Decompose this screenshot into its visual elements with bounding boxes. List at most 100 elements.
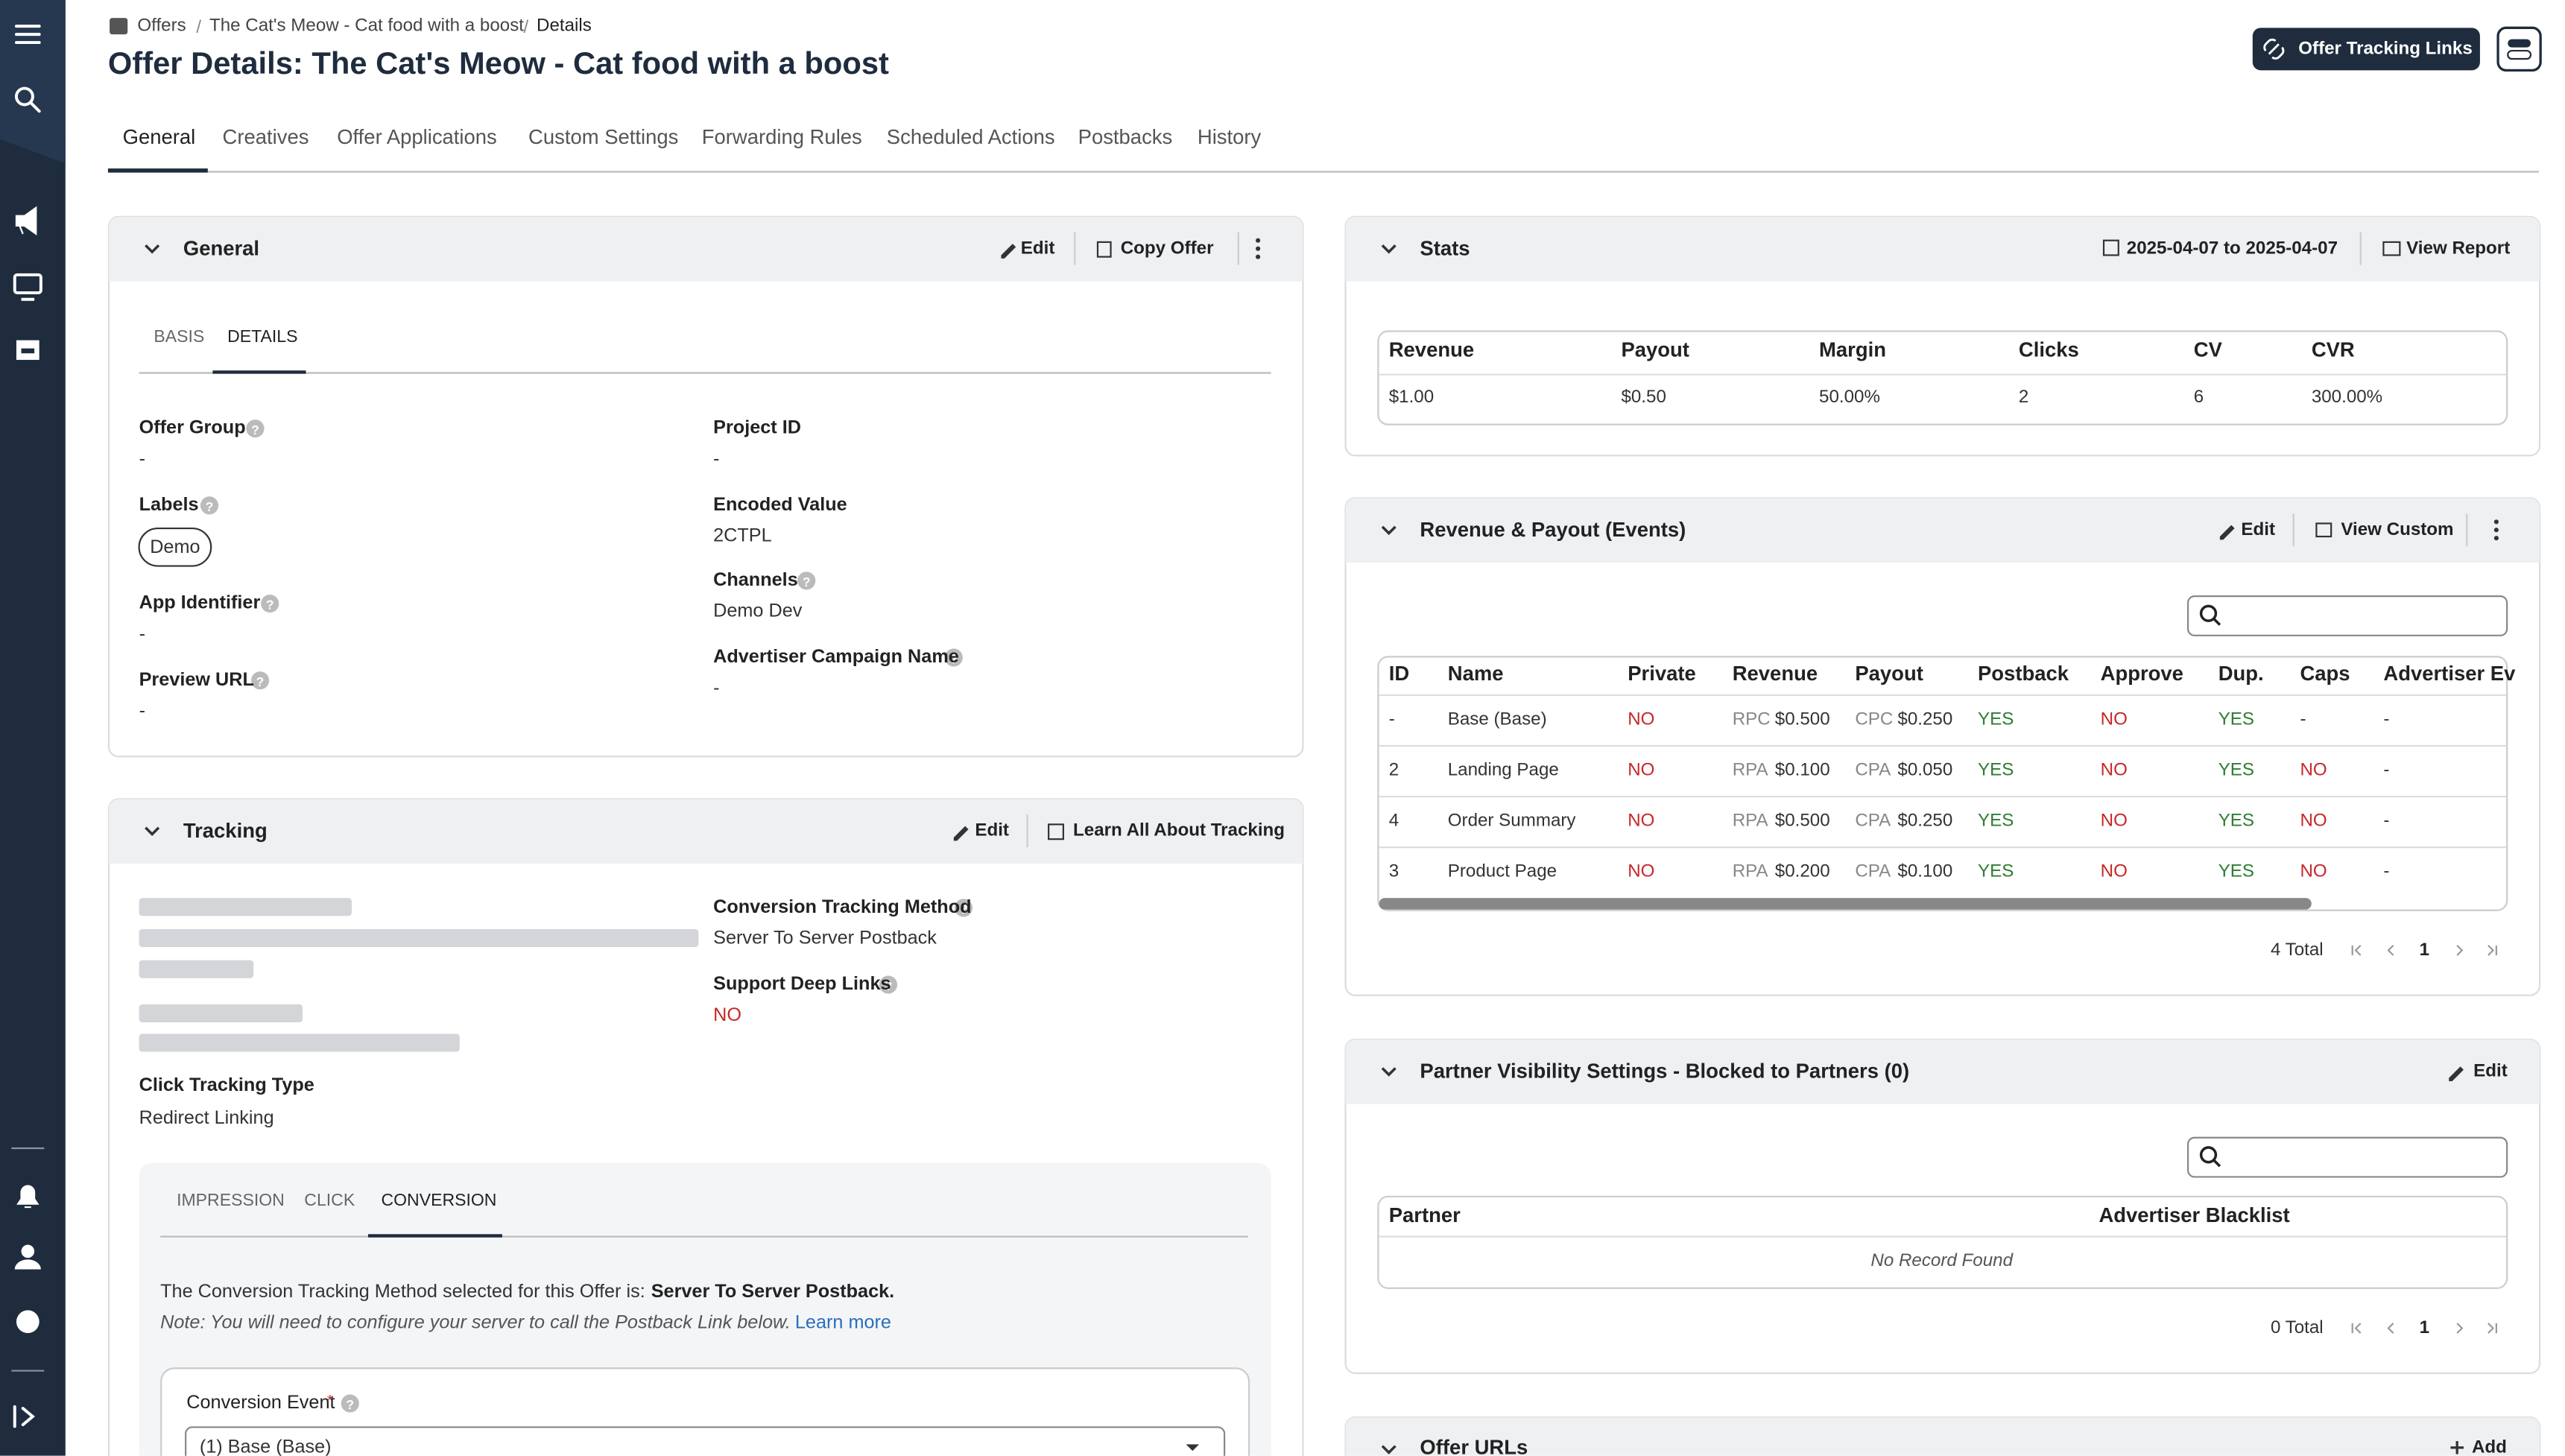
expand-icon[interactable] bbox=[13, 1405, 35, 1428]
pager-button[interactable] bbox=[2487, 945, 2497, 956]
collapse-chevron[interactable] bbox=[145, 826, 160, 837]
search-input[interactable] bbox=[2186, 595, 2508, 636]
copy-offer-button[interactable]: Copy Offer bbox=[1120, 238, 1214, 259]
more-icon[interactable] bbox=[1256, 246, 1261, 251]
nav-tab[interactable]: Custom Settings bbox=[528, 126, 679, 149]
collapse-chevron[interactable] bbox=[1381, 1445, 1397, 1455]
tracking-links-button[interactable] bbox=[2252, 28, 2480, 71]
conversion-select[interactable] bbox=[185, 1426, 1226, 1456]
required-mark: * bbox=[327, 1392, 333, 1409]
pager-button[interactable] bbox=[2387, 945, 2394, 956]
subtab[interactable]: IMPRESSION bbox=[177, 1191, 285, 1211]
field-label: Advertiser Campaign Name bbox=[713, 648, 959, 668]
help-icon[interactable] bbox=[797, 572, 816, 590]
menu-icon[interactable] bbox=[14, 25, 41, 45]
table-cell: NO bbox=[1628, 709, 1655, 730]
help-icon[interactable] bbox=[944, 648, 963, 667]
edit-icon bbox=[1001, 244, 1016, 259]
help-glyph: ? bbox=[949, 651, 958, 666]
current-page[interactable]: 1 bbox=[2419, 1318, 2430, 1338]
table-cell: $0.250 bbox=[1897, 811, 1953, 832]
pager-button[interactable] bbox=[2351, 1323, 2362, 1334]
more-icon[interactable] bbox=[2493, 536, 2499, 541]
pager-button[interactable] bbox=[2456, 1323, 2464, 1334]
breadcrumb-current: Details bbox=[537, 16, 592, 37]
subtab[interactable]: CONVERSION bbox=[381, 1191, 497, 1211]
nav-tab[interactable]: General bbox=[122, 126, 196, 149]
breadcrumb-link[interactable]: The Cat's Meow - Cat food with a boost bbox=[209, 16, 525, 37]
column-header: Dup. bbox=[2218, 662, 2264, 686]
toggle-button[interactable] bbox=[2496, 26, 2542, 72]
table-cell: YES bbox=[2218, 760, 2255, 781]
column-header: Partner bbox=[1388, 1203, 1461, 1227]
user-body bbox=[14, 1259, 41, 1270]
collapse-chevron[interactable] bbox=[145, 244, 160, 254]
general-card bbox=[107, 215, 1304, 758]
help-icon[interactable] bbox=[246, 420, 265, 438]
redacted-text bbox=[139, 898, 352, 917]
subtab[interactable]: DETAILS bbox=[227, 327, 298, 347]
scrollbar[interactable] bbox=[1379, 898, 2312, 910]
date-range[interactable]: 2025-04-07 to 2025-04-07 bbox=[2126, 238, 2338, 259]
view-report-button[interactable]: View Report bbox=[2406, 238, 2511, 259]
pager-button[interactable] bbox=[2456, 945, 2464, 956]
nav-tab[interactable]: Forwarding Rules bbox=[701, 126, 862, 149]
bell-icon[interactable] bbox=[16, 1185, 39, 1209]
table-cell: 3 bbox=[1388, 861, 1399, 882]
add-button[interactable]: Add bbox=[2471, 1437, 2507, 1456]
nav-tab[interactable]: Scheduled Actions bbox=[886, 126, 1055, 149]
help-icon[interactable] bbox=[879, 975, 898, 994]
help-icon[interactable] bbox=[341, 1394, 359, 1413]
breadcrumb-link[interactable]: Offers bbox=[137, 16, 186, 37]
edit-button[interactable]: Edit bbox=[1020, 238, 1055, 259]
pager-button[interactable] bbox=[2487, 1323, 2497, 1334]
partner-visibility-card-header bbox=[1345, 1039, 2540, 1104]
nav-tab[interactable]: Postbacks bbox=[1078, 126, 1173, 149]
field-label: Offer Group bbox=[139, 418, 246, 439]
pager-button[interactable] bbox=[2387, 1323, 2394, 1334]
tracking-links-label[interactable]: Offer Tracking Links bbox=[2298, 39, 2473, 60]
search-input[interactable] bbox=[2186, 1136, 2508, 1178]
user-icon[interactable] bbox=[21, 1244, 35, 1259]
view-custom-button[interactable]: View Custom bbox=[2341, 520, 2454, 540]
collapse-chevron[interactable] bbox=[1381, 525, 1397, 536]
help-icon[interactable] bbox=[200, 496, 219, 515]
current-page[interactable]: 1 bbox=[2419, 940, 2430, 960]
note-text: Note: You will need to configure your se… bbox=[160, 1313, 791, 1334]
more-icon[interactable] bbox=[1256, 238, 1261, 243]
help-icon[interactable] bbox=[261, 594, 279, 613]
edit-button[interactable]: Edit bbox=[975, 820, 1009, 841]
pager-button[interactable] bbox=[2351, 945, 2362, 956]
more-icon[interactable] bbox=[1256, 254, 1261, 259]
subtab[interactable]: CLICK bbox=[304, 1191, 355, 1211]
field-label: Support Deep Links bbox=[713, 975, 891, 995]
column-header: Approve bbox=[2100, 662, 2183, 686]
table-cell: CPA bbox=[1855, 861, 1891, 882]
edit-button[interactable]: Edit bbox=[2241, 520, 2276, 540]
collapse-chevron[interactable] bbox=[1381, 244, 1397, 254]
subtab[interactable]: BASIS bbox=[154, 327, 205, 347]
offers-icon[interactable] bbox=[15, 206, 37, 236]
external-icon bbox=[1048, 823, 1064, 841]
table-cell: - bbox=[2383, 811, 2390, 832]
monitor-icon[interactable] bbox=[13, 273, 42, 294]
edit-icon bbox=[2449, 1066, 2464, 1082]
nav-tab[interactable]: Offer Applications bbox=[337, 126, 497, 149]
help-icon[interactable] bbox=[16, 1310, 39, 1334]
help-icon[interactable] bbox=[954, 899, 973, 917]
edit-button[interactable]: Edit bbox=[2473, 1061, 2508, 1082]
more-icon[interactable] bbox=[2493, 528, 2499, 533]
learn-tracking-button[interactable]: Learn All About Tracking bbox=[1073, 820, 1285, 841]
help-icon[interactable] bbox=[250, 671, 270, 690]
search-icon[interactable] bbox=[14, 86, 41, 113]
label-chip bbox=[138, 527, 212, 567]
learn-more-link[interactable]: Learn more bbox=[794, 1313, 891, 1334]
nav-tab[interactable]: History bbox=[1197, 126, 1262, 149]
collapse-chevron[interactable] bbox=[1381, 1067, 1397, 1077]
card-title: Stats bbox=[1420, 237, 1470, 261]
field-value: 2CTPL bbox=[713, 526, 772, 547]
more-icon[interactable] bbox=[2493, 519, 2499, 525]
nav-tab[interactable]: Creatives bbox=[222, 126, 309, 149]
